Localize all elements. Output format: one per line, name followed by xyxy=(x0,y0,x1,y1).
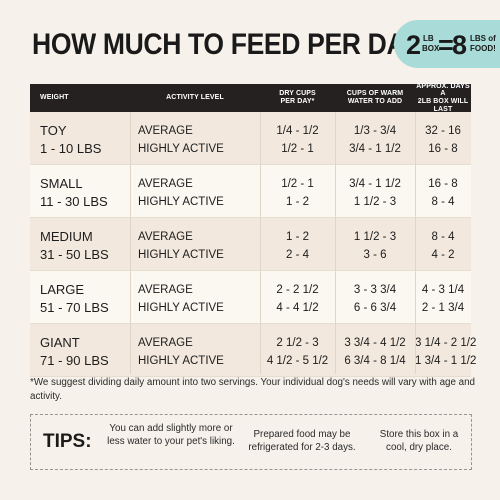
tip-water: You can add slightly more or less water … xyxy=(107,423,235,447)
table-row-toy: TOY 1 - 10 LBS AVERAGE HIGHLY ACTIVE 1/4… xyxy=(30,112,471,165)
weight-size: MEDIUM xyxy=(40,229,93,244)
weight-size: GIANT xyxy=(40,335,80,350)
days-high: 16 - 8 xyxy=(428,143,458,155)
activity-average: AVERAGE xyxy=(138,337,193,349)
header-water-line1: CUPS OF WARM xyxy=(346,90,404,98)
header-weight: WEIGHT xyxy=(40,94,69,102)
days-average: 32 - 16 xyxy=(425,125,461,137)
days-average: 8 - 4 xyxy=(431,231,455,243)
weight-range: 31 - 50 LBS xyxy=(40,247,109,262)
weight-size: SMALL xyxy=(40,176,83,191)
weight-range: 71 - 90 LBS xyxy=(40,353,109,368)
dry-average: 2 - 2 1/2 xyxy=(276,284,319,296)
water-average: 3 3/4 - 4 1/2 xyxy=(344,337,406,349)
dry-high: 4 1/2 - 5 1/2 xyxy=(266,355,329,367)
dry-average: 2 1/2 - 3 xyxy=(276,337,319,349)
water-high: 6 3/4 - 8 1/4 xyxy=(344,355,406,367)
table-row-medium: MEDIUM 31 - 50 LBS AVERAGE HIGHLY ACTIVE… xyxy=(30,218,471,271)
badge-box-weight: 2 xyxy=(406,30,422,60)
dry-high: 4 - 4 1/2 xyxy=(276,302,319,314)
weight-range: 1 - 10 LBS xyxy=(40,141,102,156)
badge-equals: = xyxy=(438,30,454,60)
box-yield-badge: 2 LB BOX = 8 LBS of FOOD! xyxy=(394,20,500,68)
badge-food-label: FOOD! xyxy=(470,44,496,53)
activity-average: AVERAGE xyxy=(138,231,193,243)
feeding-table: WEIGHT ACTIVITY LEVEL DRY CUPS PER DAY* C… xyxy=(30,82,477,377)
header-days: APPROX. DAYS A 2LB BOX WILL LAST xyxy=(415,82,471,113)
tips-label: TIPS: xyxy=(43,431,92,452)
header-activity: ACTIVITY LEVEL xyxy=(166,94,224,102)
table-row-small: SMALL 11 - 30 LBS AVERAGE HIGHLY ACTIVE … xyxy=(30,165,471,218)
days-average: 4 - 3 1/4 xyxy=(421,284,465,296)
days-average: 3 1/4 - 2 1/2 xyxy=(415,337,477,349)
weight-range: 51 - 70 LBS xyxy=(40,300,109,315)
days-high: 4 - 2 xyxy=(431,249,455,261)
table-row-large: LARGE 51 - 70 LBS AVERAGE HIGHLY ACTIVE … xyxy=(30,271,471,324)
water-average: 3/4 - 1 1/2 xyxy=(349,178,401,190)
column-divider xyxy=(260,112,261,374)
weight-size: LARGE xyxy=(40,282,85,297)
days-high: 2 - 1 3/4 xyxy=(421,302,465,314)
water-average: 1/3 - 3/4 xyxy=(353,125,397,137)
activity-high: HIGHLY ACTIVE xyxy=(138,143,224,155)
column-divider xyxy=(130,112,131,374)
dry-high: 1 - 2 xyxy=(285,196,309,208)
column-divider xyxy=(415,112,416,374)
badge-lbs-of: LBS of xyxy=(470,34,496,43)
activity-average: AVERAGE xyxy=(138,284,193,296)
page-title: HOW MUCH TO FEED PER DAY xyxy=(32,28,421,61)
tip-refrigerate: Prepared food may be refrigerated for 2-… xyxy=(248,429,356,453)
activity-average: AVERAGE xyxy=(138,178,193,190)
activity-high: HIGHLY ACTIVE xyxy=(138,249,224,261)
header-water-line2: WATER TO ADD xyxy=(347,98,403,105)
header-dry-line1: DRY CUPS xyxy=(279,90,316,98)
badge-box-unit: BOX xyxy=(422,44,440,53)
column-divider xyxy=(335,112,336,374)
badge-lb-unit: LB xyxy=(423,34,434,43)
weight-size: TOY xyxy=(40,123,67,138)
activity-high: HIGHLY ACTIVE xyxy=(138,302,224,314)
water-high: 3/4 - 1 1/2 xyxy=(349,143,401,155)
tip-storage: Store this box in a cool, dry place. xyxy=(379,429,459,453)
days-high: 8 - 4 xyxy=(431,196,455,208)
header-days-line1: APPROX. DAYS A xyxy=(416,82,470,98)
header-days-line2: 2LB BOX WILL LAST xyxy=(417,98,469,113)
water-high: 1 1/2 - 3 xyxy=(353,196,397,208)
header-dry-line2: PER DAY* xyxy=(280,98,315,105)
badge-food-weight: 8 xyxy=(452,30,468,60)
header-water: CUPS OF WARM WATER TO ADD xyxy=(335,84,415,112)
water-average: 3 - 3 3/4 xyxy=(353,284,397,296)
table-row-giant: GIANT 71 - 90 LBS AVERAGE HIGHLY ACTIVE … xyxy=(30,324,477,377)
dry-high: 2 - 4 xyxy=(285,249,309,261)
water-high: 3 - 6 xyxy=(363,249,387,261)
tips-box: TIPS: You can add slightly more or less … xyxy=(30,414,472,470)
activity-average: AVERAGE xyxy=(138,125,193,137)
days-high: 1 3/4 - 1 1/2 xyxy=(415,355,477,367)
weight-range: 11 - 30 LBS xyxy=(40,194,108,209)
serving-footnote: *We suggest dividing daily amount into t… xyxy=(30,377,475,402)
dry-average: 1/2 - 1 xyxy=(281,178,314,190)
header-dry-cups: DRY CUPS PER DAY* xyxy=(260,84,335,112)
activity-high: HIGHLY ACTIVE xyxy=(138,355,224,367)
water-high: 6 - 6 3/4 xyxy=(353,302,397,314)
water-average: 1 1/2 - 3 xyxy=(353,231,397,243)
dry-average: 1 - 2 xyxy=(285,231,309,243)
dry-average: 1/4 - 1/2 xyxy=(276,125,319,137)
dry-high: 1/2 - 1 xyxy=(281,143,314,155)
activity-high: HIGHLY ACTIVE xyxy=(138,196,224,208)
days-average: 16 - 8 xyxy=(428,178,458,190)
table-header: WEIGHT ACTIVITY LEVEL DRY CUPS PER DAY* C… xyxy=(30,82,471,113)
